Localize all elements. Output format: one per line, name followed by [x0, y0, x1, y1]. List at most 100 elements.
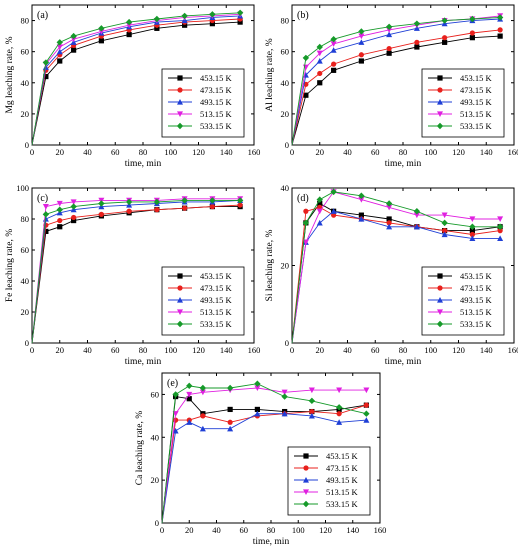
- y-tick-label: 0: [285, 140, 289, 150]
- data-point: [302, 219, 310, 227]
- data-point: [386, 27, 393, 33]
- data-point: [358, 39, 365, 45]
- data-point: [497, 27, 503, 33]
- x-tick-label: 100: [164, 345, 177, 355]
- data-point: [70, 199, 77, 205]
- data-point: [126, 31, 132, 38]
- y-tick-label: 60: [21, 47, 30, 57]
- data-point: [469, 15, 476, 23]
- series-line: [161, 387, 367, 524]
- data-point: [413, 212, 420, 219]
- data-point: [303, 92, 309, 98]
- data-point: [254, 410, 261, 417]
- x-tick-label: 120: [192, 345, 205, 355]
- legend-marker: [437, 75, 443, 81]
- series-line: [161, 404, 367, 524]
- legend-label: 473.15 K: [326, 463, 359, 473]
- data-point: [386, 216, 392, 222]
- y-tick-label: 40: [21, 276, 30, 286]
- data-point: [70, 36, 77, 43]
- data-point: [358, 33, 365, 40]
- x-tick-label: 60: [111, 345, 120, 355]
- data-point: [330, 41, 337, 47]
- data-point: [126, 22, 133, 29]
- data-point: [336, 411, 342, 417]
- legend-label: 493.15 K: [460, 97, 493, 107]
- x-tick-label: 100: [164, 147, 177, 157]
- data-point: [227, 425, 234, 432]
- legend-label: 453.15 K: [200, 271, 233, 281]
- legend-label: 513.15 K: [326, 487, 359, 497]
- data-point: [153, 198, 161, 206]
- x-tick-label: 160: [374, 525, 387, 535]
- legend-label: 473.15 K: [200, 283, 233, 293]
- legend-label: 453.15 K: [460, 73, 493, 83]
- data-point: [153, 15, 161, 23]
- data-point: [441, 219, 448, 227]
- data-point: [236, 197, 244, 204]
- data-point: [56, 48, 63, 55]
- series-453-15-k: [291, 33, 503, 146]
- data-point: [71, 214, 77, 221]
- legend-marker: [437, 99, 443, 105]
- panel-label: (e): [167, 378, 178, 389]
- x-tick-label: 140: [480, 345, 493, 355]
- x-tick-label: 40: [83, 147, 92, 157]
- x-tick-label: 140: [346, 525, 359, 535]
- y-tick-label: 20: [281, 109, 290, 119]
- x-tick-label: 60: [111, 147, 120, 157]
- legend-marker: [303, 477, 309, 483]
- x-tick-label: 120: [319, 525, 332, 535]
- legend-marker: [437, 111, 443, 117]
- data-point: [414, 39, 420, 45]
- legend-marker: [177, 285, 183, 291]
- y-tick-label: 60: [281, 47, 290, 57]
- data-point: [172, 427, 179, 434]
- legend-marker: [303, 465, 309, 471]
- data-point: [317, 70, 323, 77]
- series-line: [291, 16, 501, 146]
- legend-label: 473.15 K: [460, 283, 493, 293]
- y-axis-label: Al leaching rate, %: [265, 38, 275, 111]
- data-point: [413, 20, 421, 27]
- y-axis-label: Mg leaching rate, %: [5, 36, 15, 113]
- legend-label: 533.15 K: [200, 121, 233, 131]
- data-point: [358, 58, 364, 64]
- data-point: [281, 389, 288, 396]
- data-point: [358, 28, 365, 35]
- data-point: [497, 216, 504, 222]
- data-point: [316, 196, 323, 203]
- x-tick-label: 0: [290, 345, 294, 355]
- data-point: [209, 204, 215, 210]
- data-point: [98, 211, 104, 217]
- data-point: [126, 208, 132, 214]
- legend-label: 493.15 K: [200, 295, 233, 305]
- data-point: [358, 216, 365, 222]
- data-point: [358, 52, 364, 58]
- data-point: [469, 30, 475, 36]
- data-point: [98, 38, 104, 44]
- data-point: [302, 239, 309, 246]
- legend-marker: [177, 309, 183, 315]
- panel-label: (d): [297, 193, 309, 204]
- x-tick-label: 40: [343, 345, 352, 355]
- data-point: [441, 17, 448, 24]
- x-axis-label: time, min: [253, 537, 290, 547]
- x-tick-label: 0: [290, 147, 294, 157]
- y-tick-label: 40: [151, 432, 160, 442]
- data-point: [200, 413, 206, 419]
- x-tick-label: 0: [160, 525, 164, 535]
- y-tick-label: 20: [21, 109, 30, 119]
- data-point: [236, 9, 244, 16]
- data-point: [441, 212, 448, 219]
- data-point: [308, 412, 315, 419]
- series-513-15-k: [291, 189, 504, 344]
- data-point: [302, 54, 310, 62]
- data-point: [70, 32, 77, 40]
- data-point: [98, 28, 105, 35]
- series-493-15-k: [291, 208, 504, 344]
- data-point: [316, 208, 323, 215]
- data-point: [497, 235, 504, 241]
- data-point: [309, 408, 315, 415]
